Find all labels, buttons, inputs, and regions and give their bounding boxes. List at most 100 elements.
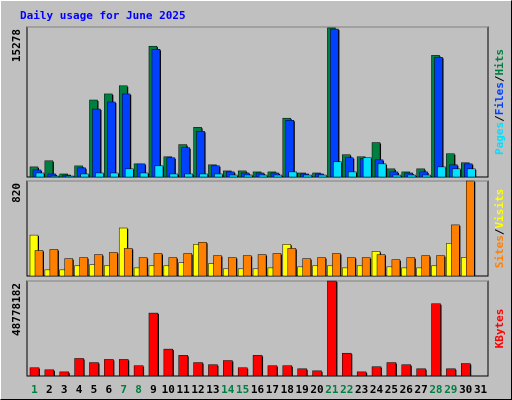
bar: [92, 108, 101, 178]
bar: [446, 368, 456, 377]
x-tick-label: 18: [281, 383, 294, 396]
x-tick-label: 11: [177, 383, 191, 396]
bar: [133, 365, 144, 377]
bar: [198, 242, 207, 277]
bar: [377, 163, 387, 178]
x-tick-label: 22: [340, 383, 353, 396]
bar: [107, 101, 116, 178]
x-tick-label: 16: [251, 383, 265, 396]
legend: KBytes: [493, 309, 506, 349]
bar: [49, 249, 59, 277]
bar: [401, 364, 412, 377]
bar: [422, 174, 431, 178]
bar: [431, 303, 441, 377]
legend-separator: /: [493, 228, 506, 235]
x-tick-label: 4: [76, 383, 83, 396]
y-tick-label: 48778182: [10, 283, 23, 336]
bar: [406, 257, 416, 277]
bar: [199, 173, 208, 178]
bar: [416, 368, 426, 377]
bar: [436, 255, 445, 277]
x-tick-label: 14: [221, 383, 235, 396]
x-tick-label: 21: [325, 383, 339, 396]
bar: [153, 253, 163, 277]
bar: [121, 93, 131, 178]
bar: [29, 367, 40, 377]
bar: [258, 174, 268, 178]
bar: [178, 355, 188, 377]
bar: [213, 255, 222, 277]
bar: [347, 257, 356, 277]
bar: [272, 253, 282, 277]
x-tick-label: 10: [162, 383, 175, 396]
bar: [50, 175, 60, 178]
legend-entry: Hits: [493, 49, 506, 76]
legend-entry: Sites: [493, 235, 506, 268]
bar: [312, 370, 322, 377]
bar: [208, 364, 218, 377]
x-tick-label: 23: [355, 383, 368, 396]
bar: [181, 147, 190, 178]
bar: [154, 165, 164, 178]
bar: [168, 257, 178, 277]
bar: [34, 250, 44, 277]
bar: [229, 174, 238, 178]
bar: [79, 257, 88, 277]
bar: [376, 254, 386, 277]
x-tick-label: 29: [444, 383, 457, 396]
legend-entry: Pages: [493, 122, 506, 155]
bar: [59, 371, 69, 377]
plot-area: [26, 26, 489, 178]
bar: [123, 248, 133, 277]
bar: [285, 120, 295, 178]
bar: [169, 173, 179, 178]
bar: [371, 366, 382, 377]
y-tick-label: 820: [10, 183, 23, 203]
x-tick-label: 8: [135, 383, 142, 396]
bar: [452, 168, 461, 178]
bar: [74, 358, 84, 377]
legend: Pages/Files/Hits: [493, 49, 506, 155]
bar: [318, 174, 327, 178]
bar: [434, 57, 443, 178]
bar: [287, 248, 297, 277]
x-tick-label: 13: [206, 383, 219, 396]
bar: [392, 174, 402, 178]
bar: [110, 172, 119, 178]
legend-separator: /: [493, 75, 506, 82]
x-tick-label: 15: [236, 383, 249, 396]
bar: [64, 258, 73, 277]
bar: [65, 175, 74, 178]
bar: [333, 161, 342, 178]
legend-entry: Visits: [493, 189, 506, 229]
x-tick-label: 1: [31, 383, 38, 396]
bar: [332, 253, 341, 277]
x-tick-label: 2: [46, 383, 53, 396]
bar: [193, 362, 203, 377]
bar: [148, 312, 159, 377]
bar: [252, 355, 263, 377]
bar: [184, 173, 193, 178]
x-tick-label: 5: [91, 383, 98, 396]
bar: [288, 171, 298, 178]
bar: [94, 254, 103, 277]
bar: [407, 174, 417, 178]
bar: [361, 257, 371, 277]
bar: [35, 172, 45, 178]
bar: [362, 157, 372, 178]
bar: [467, 168, 476, 178]
legend-entry: Files: [493, 82, 506, 115]
bar: [451, 224, 460, 277]
bar: [327, 280, 337, 377]
x-tick-label: 3: [61, 383, 68, 396]
bar: [89, 362, 99, 377]
x-tick-label: 6: [105, 383, 112, 396]
bar: [80, 173, 89, 178]
bar: [242, 255, 252, 277]
bar: [348, 171, 357, 178]
bar: [138, 257, 148, 277]
bar: [228, 257, 237, 277]
bar: [118, 359, 129, 377]
bar: [437, 166, 446, 178]
